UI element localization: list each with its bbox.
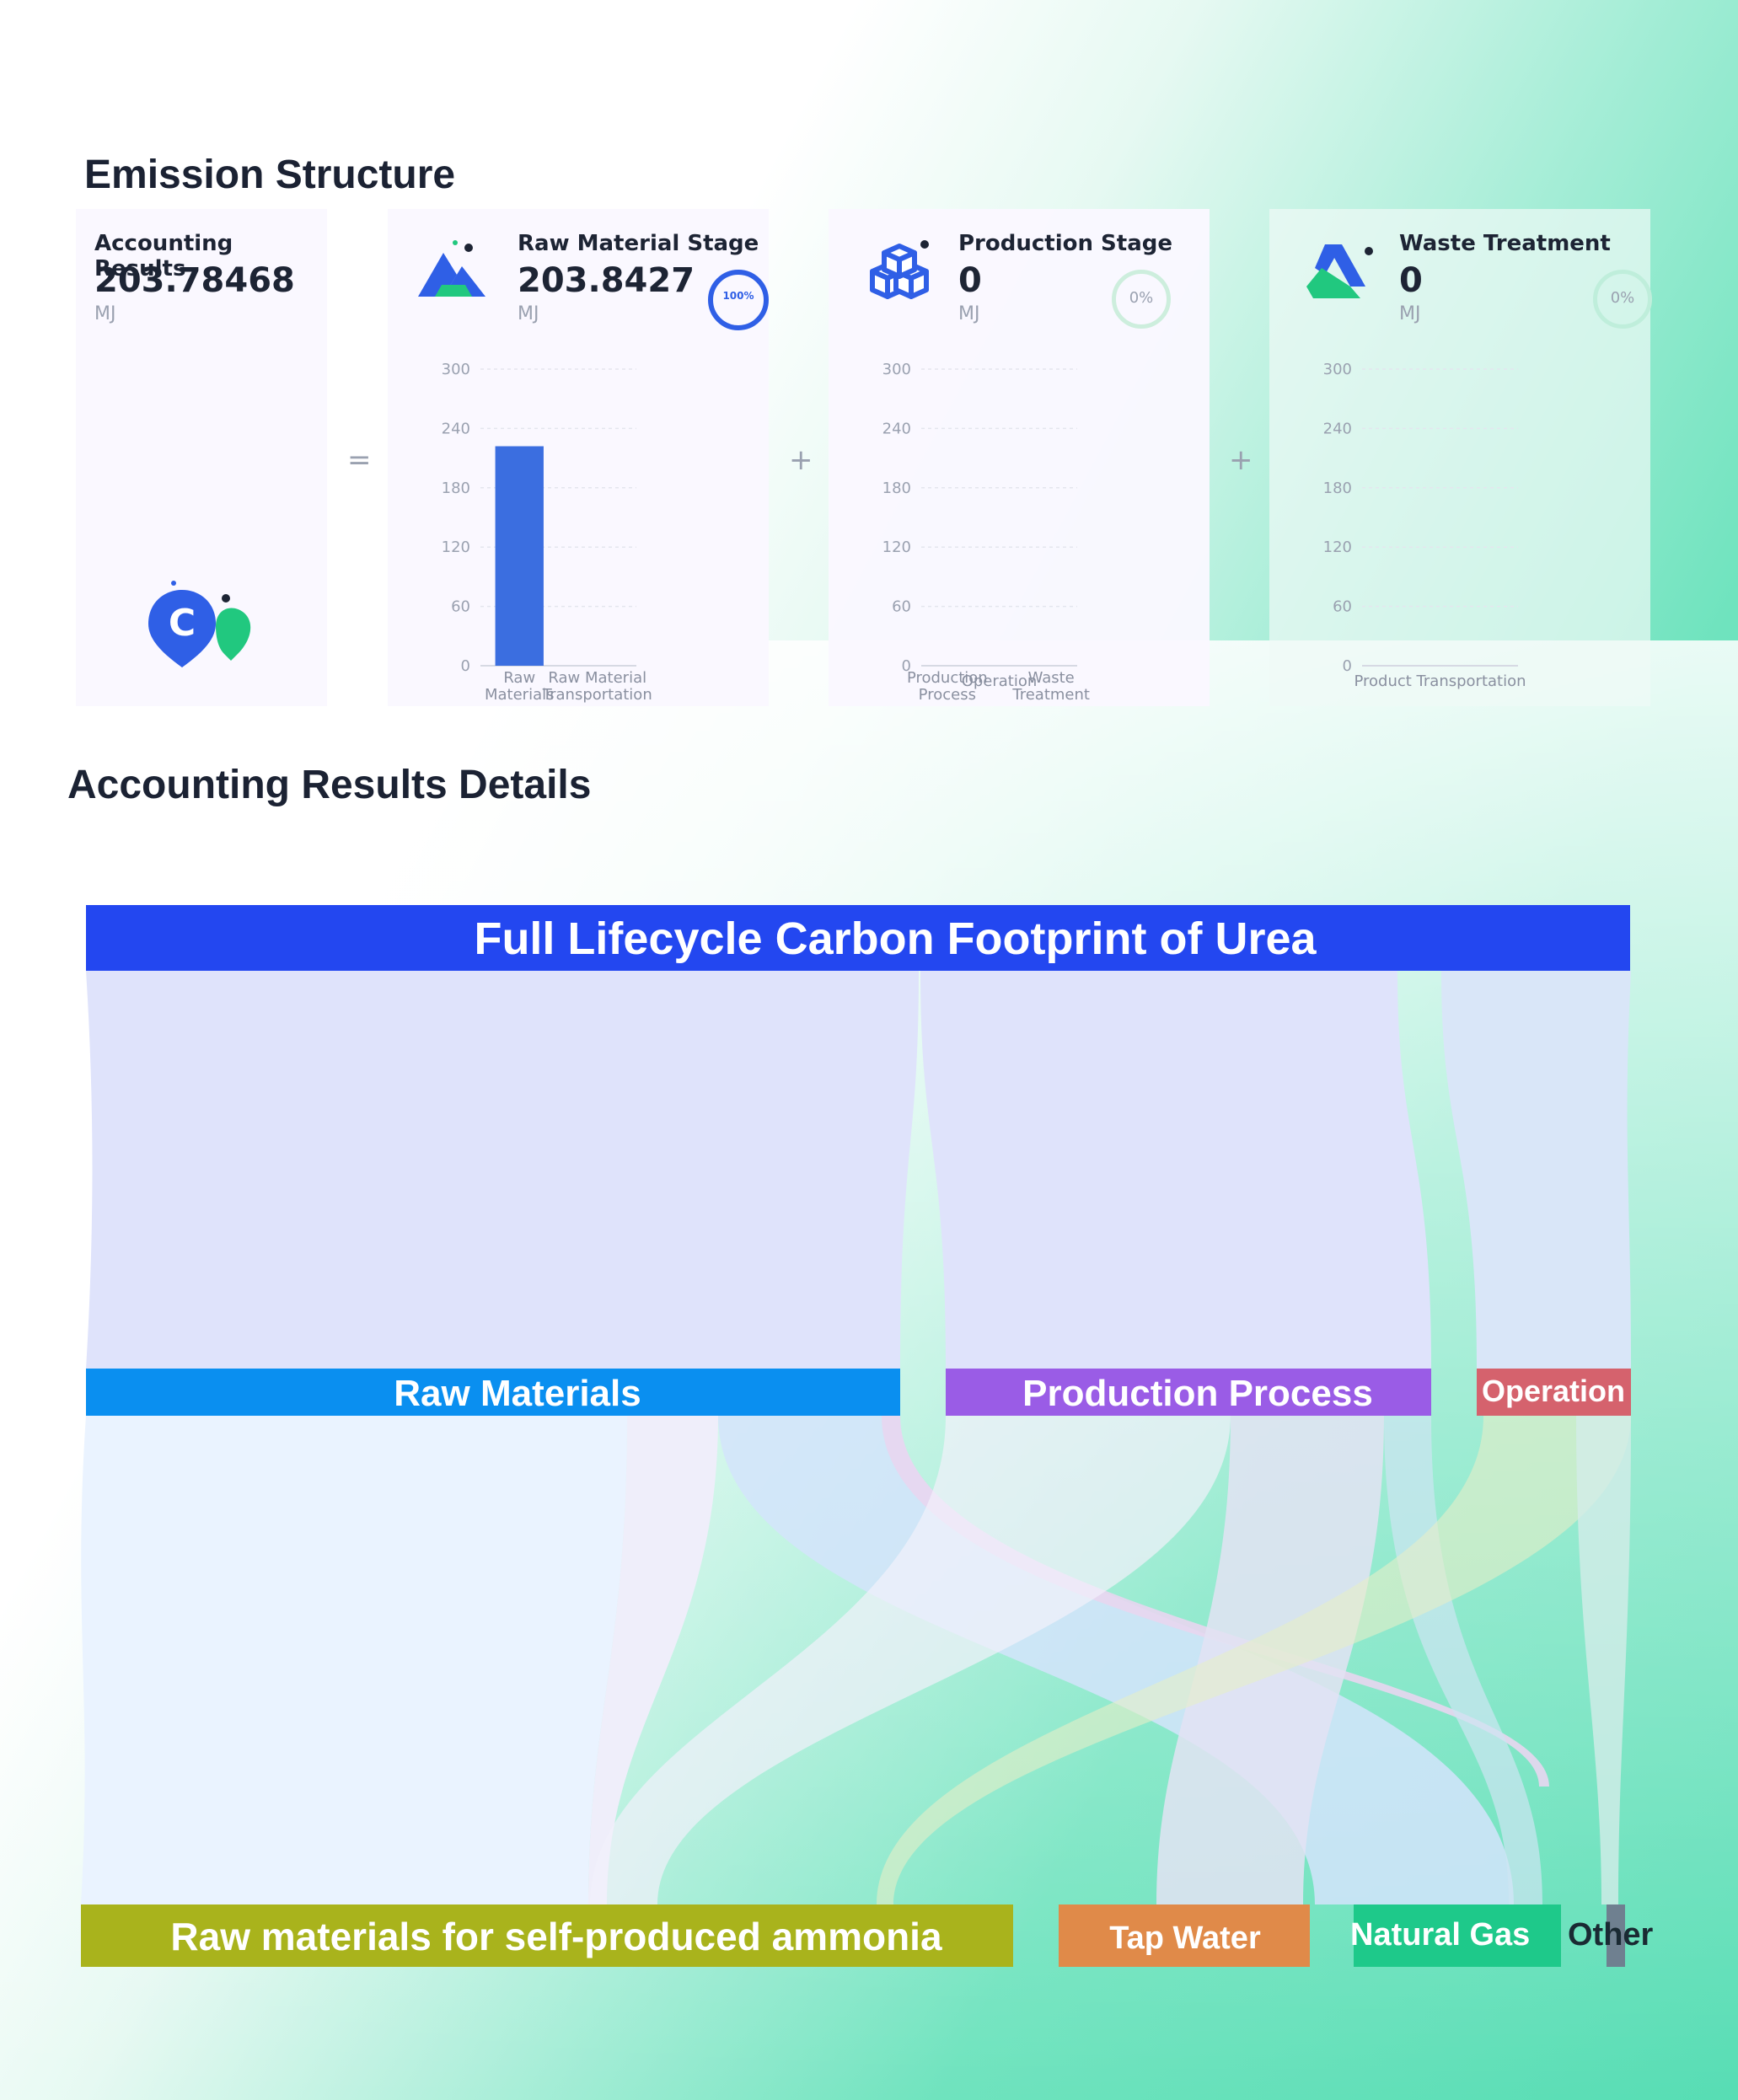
y-tick-label: 120 — [1323, 538, 1352, 556]
x-tick-label: Product Transportation — [1354, 672, 1526, 690]
sankey-node-tap-water-label: Tap Water — [1109, 1921, 1261, 1956]
flow-raw-to-ammonia-2 — [588, 1416, 718, 1904]
sankey-node-tap-water — [1059, 1904, 1310, 1967]
flow-production-to-ammonia — [590, 1416, 1231, 1904]
y-tick-label: 180 — [882, 479, 911, 497]
production-percent-label: 0% — [1129, 289, 1154, 307]
x-tick-label-line: Treatment — [1011, 686, 1090, 704]
y-tick-label: 0 — [1343, 657, 1352, 675]
y-tick-label: 0 — [461, 657, 470, 675]
x-tick-label-line: Raw — [503, 669, 535, 687]
emission-structure-title: Emission Structure — [84, 153, 456, 197]
sankey-node-other — [1607, 1904, 1625, 1967]
raw-material-stage-card: Raw Material Stage 203.8427 MJ 100% 300 2… — [388, 209, 769, 706]
sankey-node-production-process-label: Production Process — [1022, 1373, 1373, 1414]
y-tick-label: 180 — [1323, 479, 1352, 497]
flow-raw-to-ammonia — [81, 1416, 627, 1904]
sankey-node-operation — [1477, 1369, 1631, 1416]
y-tick-label: 300 — [882, 361, 911, 378]
accounting-results-title: Accounting Results — [94, 231, 233, 281]
production-stage-unit: MJ — [958, 303, 980, 324]
raw-material-percent-ring: 100% — [708, 270, 769, 330]
x-tick-label-line: Materials — [485, 686, 555, 704]
x-tick-label-line: Production — [907, 669, 988, 687]
waste-treatment-percent-ring: 0% — [1593, 270, 1652, 329]
y-tick-label: 60 — [892, 598, 911, 616]
x-tick-label-line: Transportation — [542, 686, 652, 704]
y-tick-label: 180 — [442, 479, 470, 497]
sankey-node-production-process — [946, 1369, 1431, 1416]
raw-material-stage-unit: MJ — [518, 303, 539, 324]
sankey-node-ammonia — [81, 1904, 1013, 1967]
waste-treatment-title: Waste Treatment — [1399, 231, 1611, 256]
flow-root-production — [920, 971, 1431, 1369]
y-tick-label: 0 — [902, 657, 911, 675]
accounting-results-value: 203.78468 — [94, 261, 295, 300]
x-tick-label: Waste Treatment — [1011, 669, 1090, 704]
sankey-node-ammonia-label: Raw materials for self-produced ammonia — [170, 1915, 942, 1958]
y-tick-label: 300 — [1323, 361, 1352, 378]
plus-operator-1: + — [789, 443, 813, 477]
waste-treatment-unit: MJ — [1399, 303, 1421, 324]
production-stage-card: Production Stage 0 MJ 0% 300 240 180 120 60 0… — [829, 209, 1210, 706]
svg-text:C: C — [169, 602, 196, 645]
x-tick-label: Raw Material Transportation — [542, 669, 652, 704]
x-tick-label: Operation — [962, 672, 1038, 690]
sankey-node-root-label: Full Lifecycle Carbon Footprint of Urea — [474, 913, 1317, 964]
production-percent-ring: 0% — [1112, 270, 1171, 329]
flow-root-operation — [1441, 971, 1631, 1369]
sankey-node-natural-gas-label: Natural Gas — [1350, 1917, 1530, 1953]
sankey-node-root — [86, 905, 1630, 971]
y-tick-label: 300 — [442, 361, 470, 378]
x-tick-label-line: Raw Material — [548, 669, 646, 687]
y-tick-label: 60 — [451, 598, 470, 616]
y-tick-label: 240 — [882, 420, 911, 437]
accounting-results-card: Accounting Results 203.78468 MJ C — [76, 209, 327, 706]
y-tick-label: 240 — [442, 420, 470, 437]
x-tick-label-line: Process — [919, 686, 976, 704]
mountain-icon — [418, 240, 485, 297]
cubes-icon — [870, 240, 929, 299]
sankey-diagram: Full Lifecycle Carbon Footprint of Urea … — [81, 905, 1654, 1967]
y-tick-label: 60 — [1333, 598, 1352, 616]
sankey-node-natural-gas — [1354, 1904, 1561, 1967]
carbon-logo-icon: C — [148, 581, 251, 667]
flow-root-raw-materials — [86, 971, 919, 1369]
x-tick-label: Production Process — [907, 669, 988, 704]
sankey-flows-upper — [86, 971, 1631, 1369]
accounting-results-unit: MJ — [94, 303, 116, 324]
sankey-node-other-label: Other — [1568, 1917, 1654, 1953]
x-tick-label-line: Waste — [1028, 669, 1075, 687]
production-stage-title: Production Stage — [958, 231, 1172, 256]
sankey-node-operation-label: Operation — [1482, 1374, 1625, 1408]
y-tick-label: 120 — [442, 538, 470, 556]
flow-operation-to-ammonia — [877, 1416, 1631, 1904]
recycle-triangle-icon — [1306, 244, 1373, 298]
bar — [495, 446, 544, 666]
waste-treatment-value: 0 — [1399, 261, 1423, 300]
sankey-node-raw-materials-label: Raw Materials — [394, 1373, 641, 1414]
raw-material-stage-title: Raw Material Stage — [518, 231, 759, 256]
flow-operation-to-other — [1576, 1416, 1631, 1904]
waste-treatment-card: Waste Treatment 0 MJ 0% 300 240 180 120 60 0 P… — [1269, 209, 1652, 706]
details-title: Accounting Results Details — [67, 763, 592, 807]
sankey-flows-lower — [81, 1416, 1631, 1904]
sankey-node-raw-materials — [86, 1369, 900, 1416]
equals-operator: = — [347, 443, 372, 477]
y-tick-label: 240 — [1323, 420, 1352, 437]
x-tick-label: Raw Materials — [485, 669, 555, 704]
production-stage-value: 0 — [958, 261, 982, 300]
y-tick-label: 120 — [882, 538, 911, 556]
raw-material-percent-label: 100% — [722, 290, 754, 302]
raw-material-stage-value: 203.8427 — [518, 261, 695, 300]
waste-treatment-percent-label: 0% — [1610, 289, 1635, 307]
plus-operator-2: + — [1229, 443, 1253, 477]
